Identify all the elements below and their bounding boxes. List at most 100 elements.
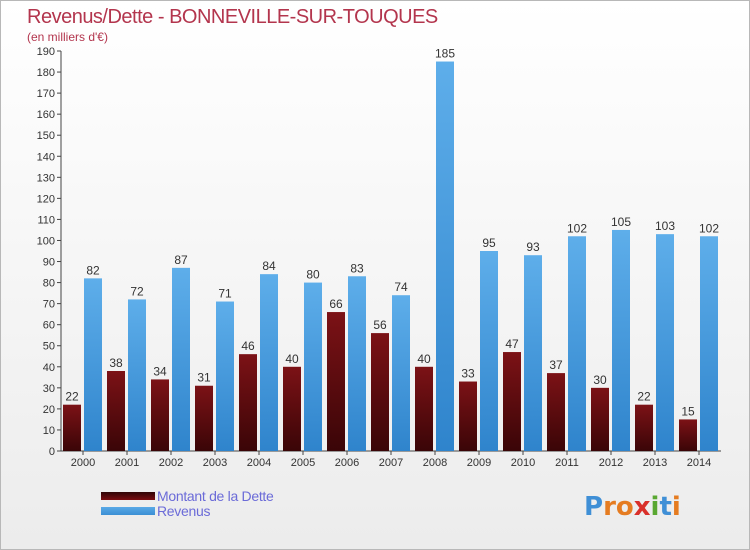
data-label-revenus: 80 xyxy=(306,268,320,282)
data-label-revenus: 74 xyxy=(394,280,408,294)
data-label-dette: 37 xyxy=(549,358,563,372)
bar-dette xyxy=(415,366,433,451)
bar-revenus xyxy=(84,278,102,451)
bar-revenus xyxy=(304,282,322,451)
data-label-revenus: 95 xyxy=(482,236,496,250)
bar-revenus xyxy=(348,276,366,451)
x-tick-label: 2002 xyxy=(159,457,183,469)
y-tick-label: 170 xyxy=(37,88,55,100)
data-label-revenus: 82 xyxy=(86,263,100,277)
proxiti-logo[interactable]: Proxiti xyxy=(584,492,681,522)
x-tick-label: 2010 xyxy=(511,457,535,469)
logo-letter: o xyxy=(615,492,634,522)
bar-dette xyxy=(591,387,609,451)
legend-swatch-dette xyxy=(101,491,155,500)
data-label-dette: 33 xyxy=(461,367,475,381)
data-label-revenus: 185 xyxy=(435,47,455,61)
y-tick-label: 130 xyxy=(37,172,55,184)
y-tick-label: 110 xyxy=(37,214,55,226)
data-label-revenus: 87 xyxy=(174,253,188,267)
y-tick-label: 140 xyxy=(37,151,55,163)
x-tick-label: 2014 xyxy=(687,457,711,469)
x-tick-label: 2004 xyxy=(247,457,271,469)
legend-label-revenus: Revenus xyxy=(157,502,211,519)
bar-revenus xyxy=(524,255,542,451)
bar-revenus xyxy=(392,295,410,451)
chart-legend: Montant de la Dette Revenus xyxy=(101,487,274,519)
data-label-revenus: 84 xyxy=(262,259,276,273)
y-tick-label: 10 xyxy=(43,425,55,437)
logo-letter: x xyxy=(633,492,651,522)
data-label-dette: 15 xyxy=(681,404,695,418)
data-label-revenus: 105 xyxy=(611,215,631,229)
data-label-dette: 34 xyxy=(153,364,167,378)
y-tick-label: 90 xyxy=(43,257,55,269)
logo-letter: P xyxy=(584,492,604,522)
data-label-dette: 31 xyxy=(197,371,211,385)
bar-dette xyxy=(635,404,653,451)
y-tick-label: 190 xyxy=(37,46,55,58)
bar-revenus xyxy=(700,236,718,451)
data-label-dette: 40 xyxy=(285,352,299,366)
legend-label-dette: Montant de la Dette xyxy=(157,487,274,504)
bar-revenus xyxy=(436,61,454,452)
y-tick-label: 20 xyxy=(43,404,55,416)
data-label-revenus: 102 xyxy=(699,221,719,235)
y-tick-label: 70 xyxy=(43,299,55,311)
data-label-dette: 38 xyxy=(109,356,123,370)
x-tick-label: 2005 xyxy=(291,457,315,469)
chart-title: Revenus/Dette - BONNEVILLE-SUR-TOUQUES xyxy=(27,6,438,28)
logo-letter: i xyxy=(650,492,660,522)
x-tick-label: 2006 xyxy=(335,457,359,469)
y-tick-label: 50 xyxy=(43,341,55,353)
logo-letter: i xyxy=(671,492,681,522)
data-label-revenus: 83 xyxy=(350,261,364,275)
chart-subtitle: (en milliers d'€) xyxy=(27,30,108,44)
bar-revenus xyxy=(172,267,190,451)
bar-dette xyxy=(679,419,697,451)
bar-dette xyxy=(151,379,169,451)
chart-axes: 0 10 20 30 40 50 60 70 80 90 100 110 120 130 140 150 160… xyxy=(37,46,721,469)
chart-bars xyxy=(63,61,718,452)
y-tick-label: 100 xyxy=(37,235,55,247)
data-label-dette: 46 xyxy=(241,339,255,353)
y-tick-label: 150 xyxy=(37,130,55,142)
data-label-revenus: 93 xyxy=(526,240,540,254)
bar-dette xyxy=(283,366,301,451)
bar-dette xyxy=(459,381,477,451)
legend-item-dette: Montant de la Dette xyxy=(101,487,274,504)
bar-revenus xyxy=(480,251,498,451)
bar-revenus xyxy=(568,236,586,451)
y-tick-label: 40 xyxy=(43,362,55,374)
bar-dette xyxy=(327,312,345,451)
bar-revenus xyxy=(260,274,278,451)
bar-revenus xyxy=(656,234,674,451)
y-tick-label: 60 xyxy=(43,320,55,332)
legend-swatch-revenus xyxy=(101,506,155,515)
data-label-dette: 47 xyxy=(505,337,519,351)
data-label-revenus: 71 xyxy=(218,287,232,301)
data-label-revenus: 72 xyxy=(130,284,144,298)
bar-revenus xyxy=(216,301,234,451)
x-tick-label: 2003 xyxy=(203,457,227,469)
y-tick-label: 0 xyxy=(49,446,55,458)
x-tick-label: 2007 xyxy=(379,457,403,469)
data-label-dette: 22 xyxy=(65,390,79,404)
data-label-dette: 22 xyxy=(637,390,651,404)
legend-item-revenus: Revenus xyxy=(101,502,274,519)
x-tick-label: 2009 xyxy=(467,457,491,469)
y-tick-label: 120 xyxy=(37,193,55,205)
y-tick-label: 80 xyxy=(43,278,55,290)
x-tick-label: 2001 xyxy=(115,457,139,469)
bar-revenus xyxy=(612,229,630,451)
x-tick-label: 2008 xyxy=(423,457,447,469)
logo-letter: t xyxy=(659,492,672,522)
x-tick-label: 2013 xyxy=(643,457,667,469)
bar-dette xyxy=(107,371,125,451)
bar-dette xyxy=(239,354,257,451)
x-tick-label: 2011 xyxy=(555,457,579,469)
bar-dette xyxy=(371,333,389,451)
bar-dette xyxy=(503,352,521,451)
